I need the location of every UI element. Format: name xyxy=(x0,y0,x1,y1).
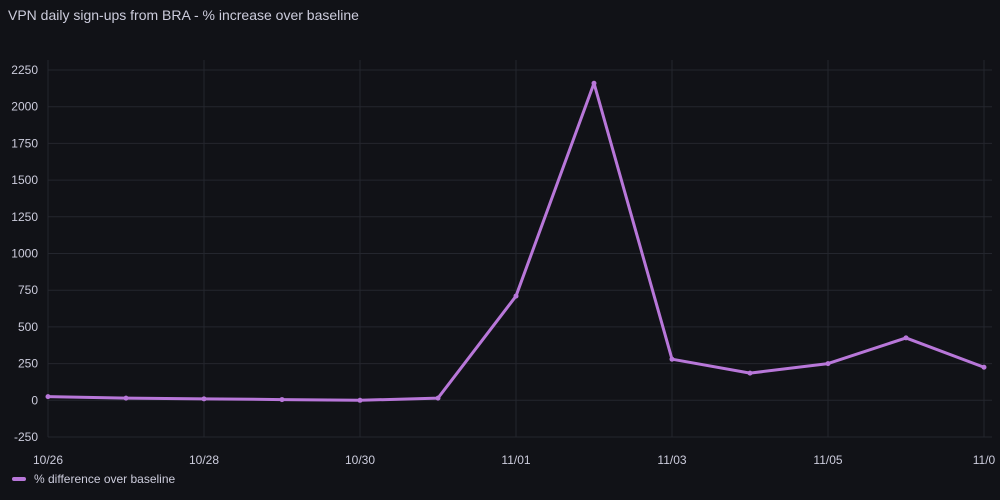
y-tick-label: 1000 xyxy=(11,247,38,261)
data-point[interactable] xyxy=(513,293,519,299)
data-point[interactable] xyxy=(279,397,285,403)
x-tick-label: 11/01 xyxy=(501,453,530,467)
data-point[interactable] xyxy=(435,395,441,401)
data-point[interactable] xyxy=(669,356,675,362)
y-tick-label: 1750 xyxy=(11,136,38,150)
legend-swatch xyxy=(12,477,26,481)
data-point[interactable] xyxy=(45,394,51,400)
y-tick-label: 0 xyxy=(31,393,38,407)
x-tick-label: 11/05 xyxy=(813,453,842,467)
x-tick-label: 10/28 xyxy=(189,453,219,467)
y-tick-label: 1500 xyxy=(11,173,38,187)
y-tick-label: 500 xyxy=(18,320,38,334)
x-tick-label: 10/26 xyxy=(33,453,63,467)
y-tick-label: 1250 xyxy=(11,210,38,224)
legend-item[interactable]: % difference over baseline xyxy=(12,472,175,486)
x-tick-label: 10/30 xyxy=(345,453,375,467)
data-point[interactable] xyxy=(747,370,753,376)
panel-title: VPN daily sign-ups from BRA - % increase… xyxy=(8,7,359,23)
x-tick-label: 11/0 xyxy=(973,453,996,467)
data-point[interactable] xyxy=(123,395,129,401)
y-tick-label: 750 xyxy=(18,283,38,297)
data-point[interactable] xyxy=(357,397,363,403)
data-point[interactable] xyxy=(981,364,987,370)
x-tick-label: 11/03 xyxy=(657,453,686,467)
data-point[interactable] xyxy=(591,80,597,86)
y-tick-label: -250 xyxy=(14,430,38,444)
data-point[interactable] xyxy=(825,361,831,367)
y-tick-label: 2250 xyxy=(11,63,38,77)
y-tick-label: 2000 xyxy=(11,100,38,114)
y-tick-label: 250 xyxy=(18,357,38,371)
legend-label: % difference over baseline xyxy=(34,472,176,486)
data-point[interactable] xyxy=(201,396,207,402)
data-point[interactable] xyxy=(903,335,909,341)
